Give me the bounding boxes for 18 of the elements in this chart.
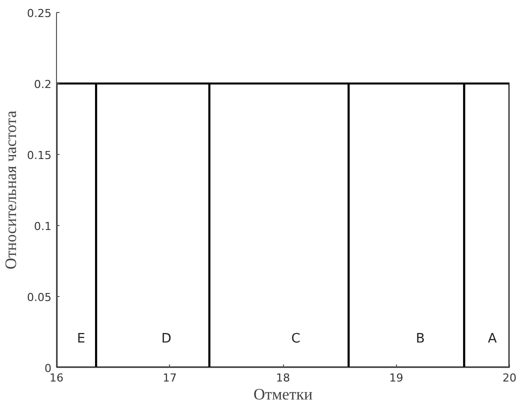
y-tick-label: 0.2 xyxy=(34,78,52,91)
y-axis-title: Относительная частота xyxy=(3,110,20,270)
x-tick-label: 18 xyxy=(276,372,290,384)
y-tick-label: 0 xyxy=(44,362,52,375)
annotation: C xyxy=(291,332,300,347)
y-tick-label: 0.05 xyxy=(27,291,52,304)
annotation: B xyxy=(416,332,425,347)
annotation: A xyxy=(488,332,497,347)
y-tick-label: 0.15 xyxy=(27,149,52,162)
x-tick-label: 17 xyxy=(162,372,177,384)
x-axis-title: Отметки xyxy=(253,386,313,404)
annotation: D xyxy=(161,332,172,347)
x-tick-label: 19 xyxy=(389,372,404,384)
annotation: E xyxy=(76,332,86,347)
x-tick-label: 20 xyxy=(502,372,516,384)
y-tick-label: 0.25 xyxy=(27,7,52,20)
y-tick-label: 0.1 xyxy=(34,220,52,233)
x-tick-label: 16 xyxy=(50,372,64,384)
